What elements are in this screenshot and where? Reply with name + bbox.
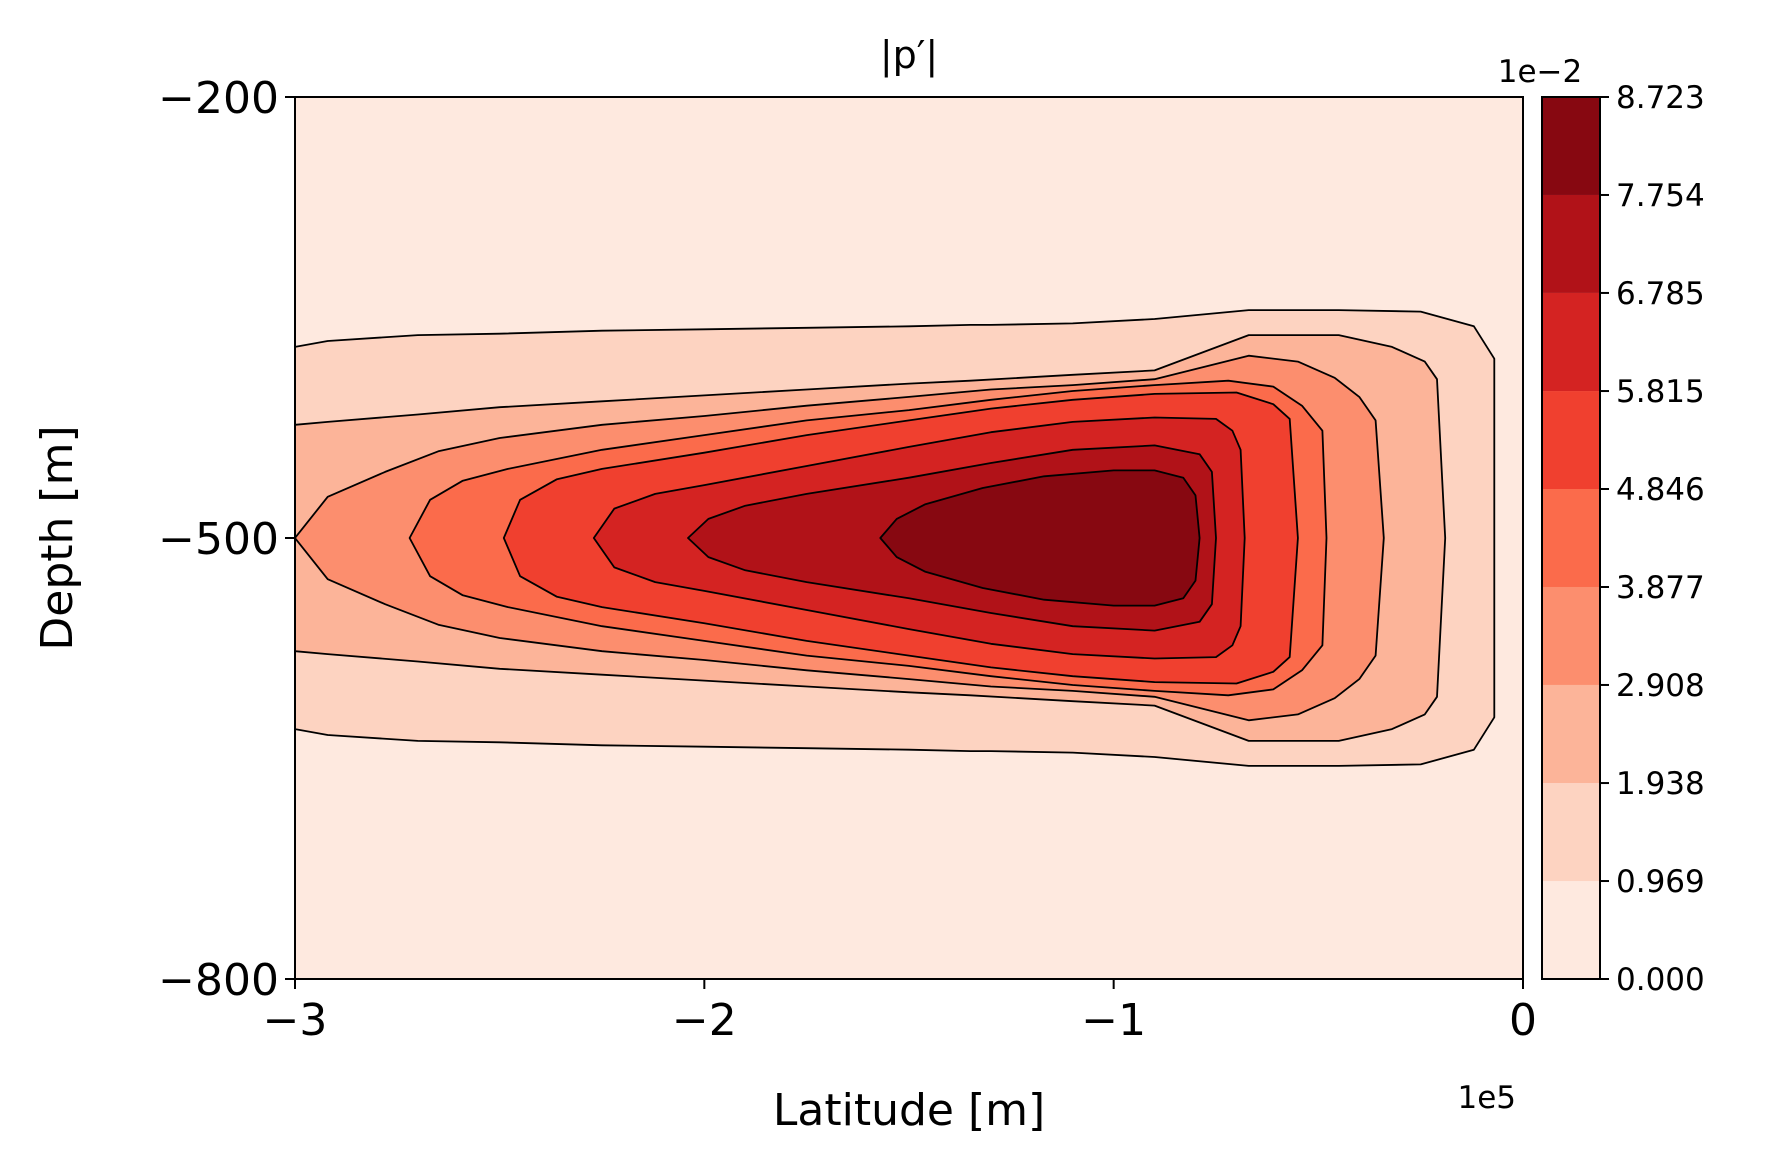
colorbar-segment <box>1542 391 1600 490</box>
colorbar-segment <box>1542 783 1600 882</box>
colorbar-segment <box>1542 881 1600 979</box>
x-tick-label: −2 <box>672 995 737 1046</box>
colorbar-tick-label: 0.969 <box>1616 864 1705 900</box>
x-tick-label: 0 <box>1509 995 1537 1046</box>
colorbar-segment <box>1542 194 1600 293</box>
y-tick-label: −500 <box>158 514 279 565</box>
chart-title: |p′| <box>880 33 938 78</box>
colorbar-tick-label: 5.815 <box>1616 374 1705 410</box>
colorbar-segment <box>1542 684 1600 784</box>
colorbar-segment <box>1542 586 1600 685</box>
y-tick-label: −200 <box>158 73 279 124</box>
axes: −3 −2 −1 0 −800 −500 −200 <box>158 73 1537 1046</box>
colorbar-segment <box>1542 489 1600 587</box>
colorbar-frame <box>1541 96 1601 980</box>
colorbar-multiplier: 1e−2 <box>1498 54 1583 90</box>
y-axis-label: Depth [m] <box>32 425 83 650</box>
colorbar-tick-label: 6.785 <box>1616 276 1705 312</box>
colorbar-tick-label: 7.754 <box>1616 178 1705 214</box>
colorbar-tick-label: 4.846 <box>1616 472 1705 508</box>
colorbar-tick-label: 3.877 <box>1616 570 1705 606</box>
colorbar-segment <box>1542 292 1600 392</box>
colorbar-segment <box>1542 97 1600 195</box>
x-tick-label: −1 <box>1081 995 1146 1046</box>
colorbar-tick-label: 0.000 <box>1616 962 1705 998</box>
y-tick-label: −800 <box>158 955 279 1006</box>
colorbar: 0.000 0.969 1.938 2.908 3.877 4.846 5.815 6.785… <box>1541 80 1705 998</box>
contour-fills <box>295 97 1523 979</box>
x-axis-label: Latitude [m] <box>773 1085 1045 1136</box>
colorbar-tick-label: 2.908 <box>1616 668 1705 704</box>
contour-band-8 <box>879 469 1201 607</box>
colorbar-tick-label: 1.938 <box>1616 766 1705 802</box>
x-axis-multiplier: 1e5 <box>1457 1080 1516 1116</box>
x-tick-label: −3 <box>263 995 328 1046</box>
plot-area <box>295 97 1523 979</box>
colorbar-tick-label: 8.723 <box>1616 80 1705 116</box>
